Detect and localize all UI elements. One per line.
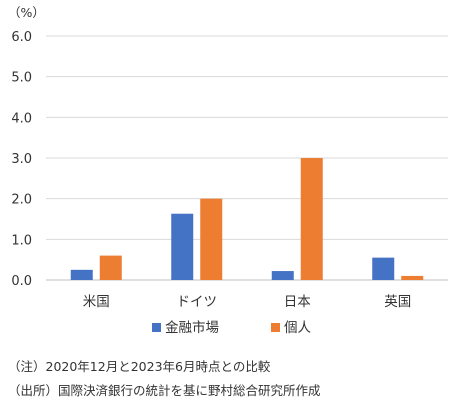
y-axis-ticks: 0.0 1.0 2.0 3.0 4.0 5.0 6.0: [11, 30, 32, 289]
bar-financial-market: [372, 257, 395, 280]
y-axis-unit-label: （%）: [8, 5, 45, 20]
y-tick-label: 1.0: [11, 233, 32, 248]
x-category-label: ドイツ: [177, 294, 218, 310]
source-note: （出所）国際決済銀行の統計を基に野村総合研究所作成: [8, 383, 321, 398]
x-category-label: 日本: [284, 294, 311, 310]
y-tick-label: 6.0: [11, 30, 32, 45]
bar-individual: [401, 275, 424, 280]
x-category-label: 英国: [384, 293, 411, 310]
x-category-label: 米国: [83, 294, 110, 310]
legend-swatch: [271, 323, 280, 332]
bar-individual: [300, 158, 323, 280]
legend-swatch: [152, 323, 161, 332]
x-axis-categories: 米国 ドイツ 日本 英国: [83, 293, 412, 310]
grid-lines: [46, 35, 448, 281]
bar-financial-market: [70, 269, 93, 280]
bar-financial-market: [171, 213, 194, 280]
legend-label: 金融市場: [165, 319, 219, 336]
y-tick-label: 2.0: [11, 193, 32, 208]
legend: 金融市場 個人: [152, 319, 311, 336]
y-tick-label: 4.0: [11, 111, 32, 126]
bar-financial-market: [271, 271, 294, 280]
legend-label: 個人: [284, 320, 311, 336]
y-tick-label: 0.0: [11, 274, 32, 289]
y-tick-label: 5.0: [11, 71, 32, 86]
bar-individual: [99, 255, 122, 280]
bars: [70, 158, 424, 280]
bar-individual: [200, 198, 223, 280]
y-tick-label: 3.0: [11, 152, 32, 167]
footnote: （注）2020年12月と2023年6月時点との比較: [8, 359, 271, 374]
